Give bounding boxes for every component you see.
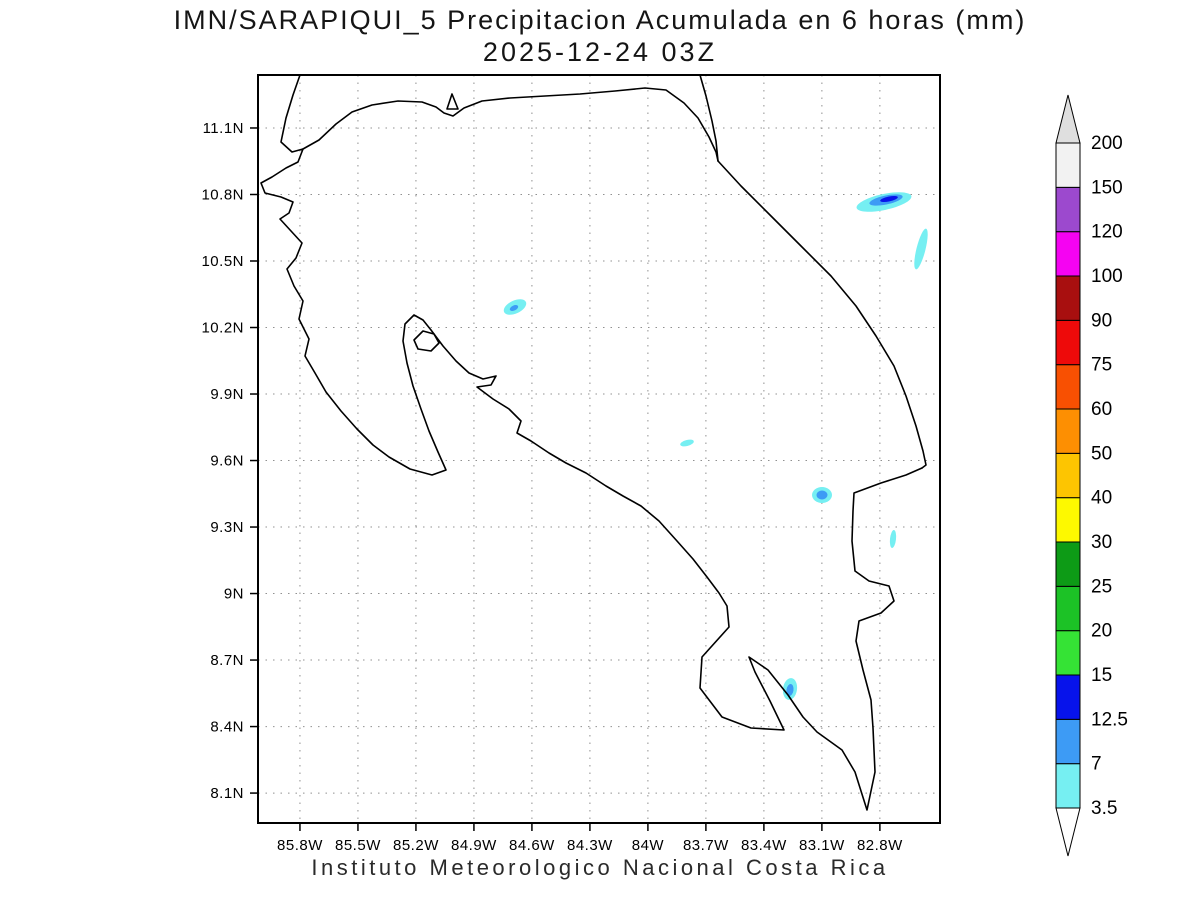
lon-tick-label: 84W (632, 837, 665, 854)
colorbar-segment (1055, 630, 1081, 676)
precip-blob (786, 684, 794, 696)
colorbar-label: 75 (1091, 355, 1112, 376)
coastline (413, 330, 440, 352)
colorbar-label: 12.5 (1091, 709, 1128, 730)
precip-blob (914, 228, 928, 270)
lat-tick-label: 8.1N (210, 785, 244, 802)
figure-caption: Instituto Meteorologico Nacional Costa R… (311, 855, 889, 880)
colorbar-label: 25 (1091, 576, 1112, 597)
colorbar-label: 200 (1091, 133, 1123, 154)
colorbar-segment (1055, 364, 1081, 410)
colorbar-segment (1055, 408, 1081, 454)
precip-blob (889, 530, 897, 548)
colorbar-label: 150 (1091, 177, 1123, 198)
colorbar-label: 15 (1091, 665, 1112, 686)
colorbar-segment (1055, 763, 1081, 809)
colorbar-label: 40 (1091, 488, 1112, 509)
lon-tick-label: 85.8W (277, 837, 323, 854)
colorbar-label: 30 (1091, 532, 1112, 553)
lat-tick-label: 10.8N (201, 186, 244, 203)
colorbar-segment (1055, 718, 1081, 765)
figure-subtitle-datetime: 2025-12-24 03Z (482, 37, 718, 67)
colorbar-segment (1055, 541, 1081, 587)
lat-tick-label: 9.9N (210, 386, 244, 403)
coastline (446, 93, 459, 110)
colorbar-segment (1055, 585, 1081, 632)
colorbar-segment (1055, 186, 1081, 233)
precip-blob (880, 195, 898, 203)
colorbar-segment (1055, 231, 1081, 277)
lat-tick-label: 10.5N (201, 253, 244, 270)
lat-tick-label: 11.1N (203, 120, 244, 137)
figure-title: IMN/SARAPIQUI_5 Precipitacion Acumulada … (173, 5, 1027, 35)
colorbar-label: 3.5 (1091, 798, 1117, 819)
lat-tick-label: 9.3N (210, 519, 244, 536)
lon-tick-label: 84.9W (451, 837, 497, 854)
colorbar-label: 90 (1091, 310, 1112, 331)
lon-tick-label: 83.4W (741, 837, 787, 854)
colorbar-label: 60 (1091, 399, 1112, 420)
colorbar-label: 7 (1091, 754, 1102, 775)
colorbar-segment (1055, 275, 1081, 321)
colorbar-label: 20 (1091, 621, 1112, 642)
colorbar-arrow-above (1055, 94, 1081, 144)
lat-tick-label: 9.6N (210, 453, 244, 470)
colorbar-segment (1055, 497, 1081, 543)
lat-tick-label: 10.2N (201, 320, 244, 337)
lon-tick-label: 85.2W (393, 837, 439, 854)
precip-blob (816, 490, 828, 500)
lon-tick-label: 85.5W (335, 837, 381, 854)
colorbar-arrow-below (1055, 807, 1081, 857)
lon-tick-label: 82.8W (857, 837, 903, 854)
plot-border (257, 74, 941, 824)
precip-blob (509, 305, 519, 311)
colorbar-segment (1055, 452, 1081, 499)
lat-tick-label: 9N (224, 586, 244, 603)
coastline (699, 74, 927, 469)
lon-tick-label: 83.1W (799, 837, 845, 854)
coastline (260, 74, 923, 811)
colorbar-segment (1055, 674, 1081, 720)
colorbar-label: 50 (1091, 443, 1112, 464)
lon-tick-label: 84.3W (567, 837, 613, 854)
colorbar-segment (1055, 319, 1081, 366)
colorbar-segment (1055, 142, 1081, 188)
lat-tick-label: 8.4N (210, 719, 244, 736)
lon-tick-label: 83.7W (683, 837, 729, 854)
precip-blob (680, 439, 694, 447)
colorbar-label: 100 (1091, 266, 1123, 287)
lon-tick-label: 84.6W (509, 837, 555, 854)
colorbar-label: 120 (1091, 222, 1123, 243)
coastline (302, 87, 719, 162)
lat-tick-label: 8.7N (210, 652, 244, 669)
